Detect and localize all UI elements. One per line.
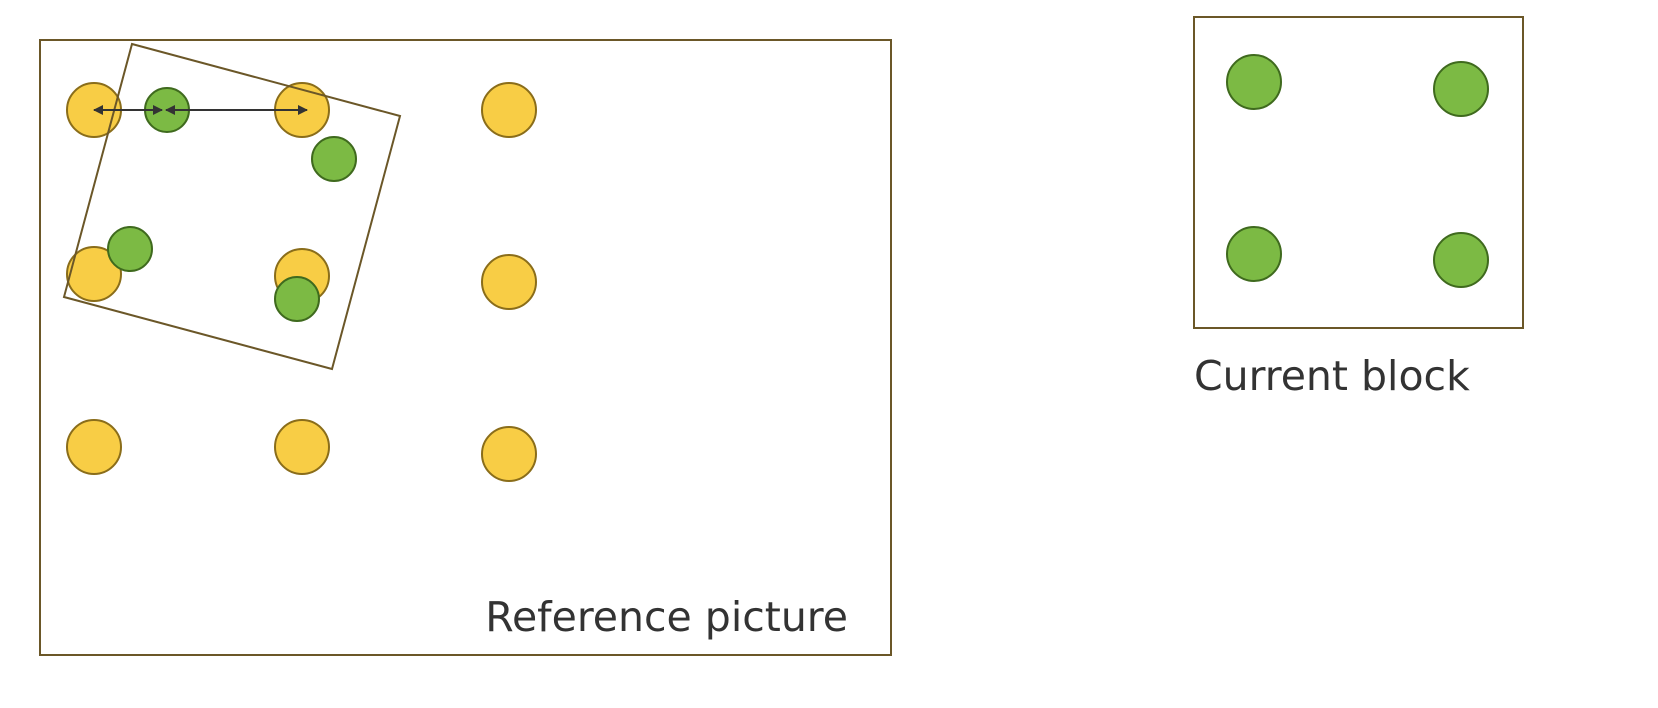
current-block-samples	[1226, 54, 1489, 288]
reference-sample	[274, 419, 330, 475]
block-sample	[1226, 54, 1282, 110]
warped-block-outline	[62, 42, 402, 371]
current-block-frame	[1193, 16, 1524, 329]
reference-sample	[66, 419, 122, 475]
block-sample	[1433, 232, 1489, 288]
reference-picture-caption: Reference picture	[485, 593, 848, 641]
reference-sample	[66, 246, 122, 302]
reference-sample	[481, 254, 537, 310]
warped-sample	[274, 276, 320, 322]
current-block-caption: Current block	[1194, 352, 1470, 400]
reference-sample	[481, 426, 537, 482]
block-sample	[1433, 61, 1489, 117]
reference-picture-frame	[39, 39, 892, 656]
reference-sample-grid	[66, 82, 537, 482]
reference-sample	[481, 82, 537, 138]
block-sample	[1226, 226, 1282, 282]
warped-sample	[311, 136, 357, 182]
warped-sample	[107, 226, 153, 272]
